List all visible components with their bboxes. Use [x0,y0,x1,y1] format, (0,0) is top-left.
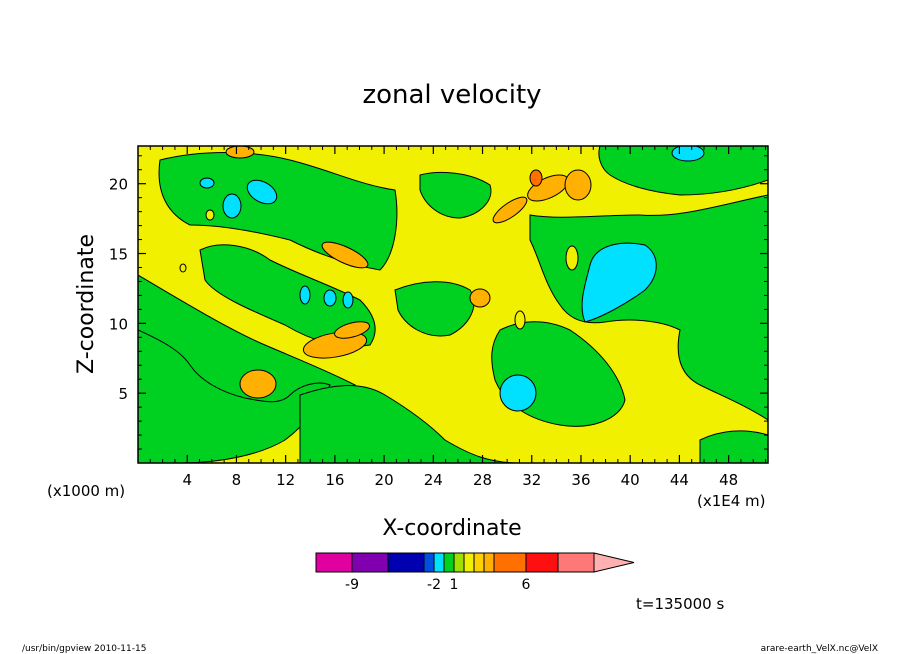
contour-region-cyan-center-2 [342,291,354,309]
contour-region-orange-3 [302,331,368,359]
colorbar-segment [387,552,425,573]
colorbar-segment [473,552,485,573]
colorbar-tick-label: 1 [450,577,459,593]
colorbar-segment [525,552,559,573]
x-tick-label: 36 [571,471,590,489]
contour-field [138,146,768,463]
colorbar-tick-label: -9 [345,577,359,593]
colorbar-segment [483,552,495,573]
footer-right: arare-earth_VelX.nc@VelX [761,644,878,654]
colorbar-segment [433,552,445,573]
x-tick-label: 8 [232,471,242,489]
contour-region-orange-1 [239,369,277,399]
colorbar-tick-label: -2 [427,577,441,593]
contour-region-cyan-lower [499,374,537,412]
contour-island-1 [565,245,579,271]
contour-region-orange-5 [564,169,592,201]
colorbar-segment [315,552,353,573]
colorbar-segment [423,552,435,573]
x-tick-label: 48 [719,471,738,489]
contour-region-cyan-center-3 [299,285,311,305]
contour-region-green-lower-center [299,385,521,463]
contour-region-green-lower-left [138,329,331,463]
colorbar-tick-label: 6 [522,577,531,593]
contour-region-orange-6 [492,196,528,224]
x-tick-label: 20 [375,471,394,489]
y-tick-label: 10 [109,315,128,333]
contour-region-orange-9 [225,146,255,159]
colorbar-segment [443,552,455,573]
contour-region-orange-7 [469,288,491,308]
y-unit-label: (x1000 m) [47,482,125,500]
contour-island-2 [514,310,526,330]
contour-island-4 [179,263,187,273]
contour-region-red-orange [529,169,543,187]
x-tick-label: 4 [182,471,192,489]
contour-region-orange-2 [321,241,369,269]
plot-frame [137,145,769,464]
time-label: t=135000 s [636,595,724,613]
y-axis: 5 10 15 20 [109,155,768,450]
contour-region-cyan-upper-left-2 [246,179,278,205]
contour-region-green-top-right [598,146,768,196]
y-axis-label: Z-coordinate [74,234,99,374]
contour-region-green-right [529,194,768,421]
x-tick-label: 40 [621,471,640,489]
x-tick-label: 24 [424,471,443,489]
colorbar-segment [557,552,595,573]
contour-island-3 [205,209,215,221]
colorbar-segment [453,552,465,573]
colorbar-segment [493,552,527,573]
x-axis: 4 8 12 16 20 24 28 32 36 40 44 48 [149,146,767,489]
y-tick-label: 5 [118,385,128,403]
footer-left: /usr/bin/gpview 2010-11-15 [22,644,146,654]
contour-region-cyan-left-top [199,177,215,189]
chart-title: zonal velocity [362,80,541,110]
colorbar-segment [463,552,475,573]
colorbar-extend-arrow [593,552,635,573]
x-tick-label: 12 [276,471,295,489]
y-tick-label: 20 [109,176,128,194]
contour-region-cyan-right [581,242,657,323]
x-axis-label: X-coordinate [382,516,521,541]
contour-region-cyan-center-1 [323,289,337,307]
x-tick-label: 28 [473,471,492,489]
contour-region-cyan-upper-left [222,193,242,219]
colorbar-segment [351,552,389,573]
contour-region-green-center-left [199,244,376,347]
contour-region-orange-8 [334,321,370,339]
x-tick-label: 32 [522,471,541,489]
y-tick-label: 15 [109,246,128,264]
contour-region-green-bottom-edge [699,430,768,463]
x-tick-label: 16 [325,471,344,489]
colorbar: -9 -2 1 6 [315,552,635,593]
x-tick-label: 44 [670,471,689,489]
x-unit-label: (x1E4 m) [697,492,766,510]
contour-region-green-upper-left [158,152,398,271]
contour-region-green-mid [419,171,492,219]
contour-region-green-center [394,281,475,337]
contour-region-cyan-top-right [671,146,705,162]
